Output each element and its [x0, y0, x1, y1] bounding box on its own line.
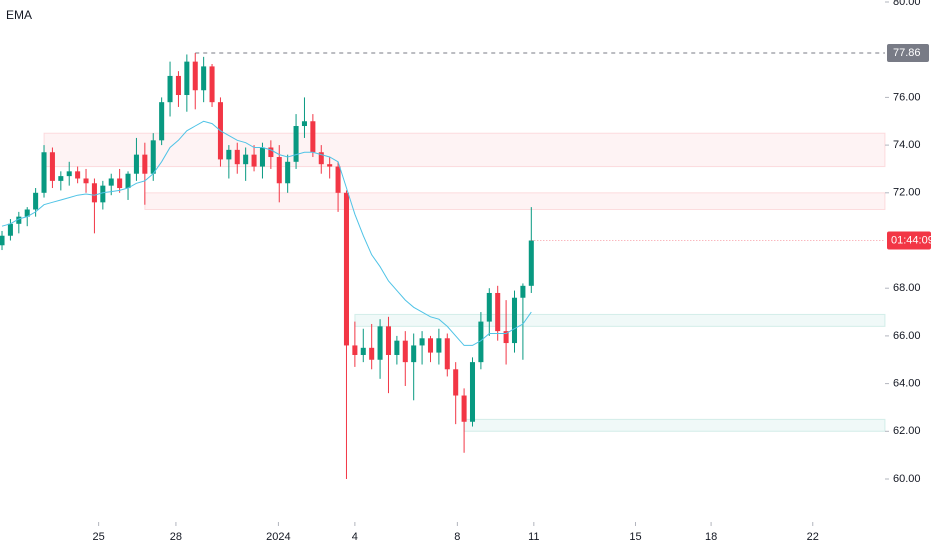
x-tick-label: 11 — [528, 531, 539, 543]
y-tick-label: 72.00 — [893, 187, 921, 199]
candle-body — [150, 140, 156, 174]
candle-body — [486, 292, 492, 322]
candle-body — [276, 157, 282, 184]
candle-body — [444, 338, 450, 370]
candle-body — [327, 164, 333, 167]
y-tick-label: 64.00 — [893, 378, 921, 390]
y-tick-label: 60.00 — [893, 473, 921, 485]
candle-body — [16, 216, 22, 224]
y-tick-label: 62.00 — [893, 425, 921, 437]
zone — [463, 418, 886, 432]
candle-body — [133, 154, 139, 174]
candle-body — [142, 154, 148, 174]
candle-body — [377, 326, 383, 360]
candle-body — [243, 154, 249, 165]
y-tick-label: 80.00 — [893, 0, 921, 8]
candle-body — [108, 178, 114, 186]
candle-body — [352, 345, 358, 355]
x-tick-label: 22 — [807, 531, 819, 543]
candle-body — [33, 192, 39, 210]
candle-body — [24, 209, 30, 217]
zone — [144, 192, 886, 210]
candle-body — [41, 152, 47, 193]
indicator-label: EMA — [6, 8, 32, 22]
candle-body — [259, 147, 265, 167]
candle-body — [461, 395, 467, 422]
candle-body — [427, 338, 434, 353]
candle-body — [360, 347, 366, 355]
zone — [354, 313, 886, 327]
candle-body — [394, 340, 400, 355]
candle-body — [453, 369, 459, 396]
countdown-box — [887, 231, 931, 250]
x-tick-label: 2024 — [266, 531, 290, 543]
candle-body — [167, 75, 173, 103]
y-tick-label: 68.00 — [893, 282, 921, 294]
candle-body — [175, 75, 181, 96]
x-tick-label: 8 — [454, 531, 460, 543]
candle-body — [528, 240, 534, 286]
candle-body — [75, 171, 81, 179]
candle-body — [495, 292, 501, 332]
candle-body — [402, 340, 408, 363]
candle-body — [49, 152, 55, 181]
candle-body — [511, 297, 518, 344]
candle-body — [234, 149, 240, 165]
y-tick-label: 74.00 — [893, 139, 921, 151]
candle-body — [66, 171, 72, 177]
candle-body — [369, 347, 375, 360]
x-tick-label: 18 — [705, 531, 717, 543]
candle-body — [58, 176, 64, 181]
candle-body — [335, 166, 341, 193]
y-tick-label: 76.00 — [893, 91, 921, 103]
candle-body — [293, 126, 299, 162]
candle-body — [469, 362, 476, 422]
candle-body — [125, 173, 131, 189]
candle-body — [192, 61, 198, 91]
candle-body — [310, 121, 316, 153]
candle-body — [184, 61, 190, 96]
high-label-box — [887, 44, 929, 63]
candle-body — [201, 66, 207, 91]
candle-body — [411, 345, 417, 363]
candle-body — [301, 121, 307, 127]
candle-body — [251, 154, 257, 167]
candle-body — [419, 338, 425, 346]
candle-body — [100, 185, 106, 203]
x-tick-label: 25 — [93, 531, 105, 543]
x-tick-label: 4 — [352, 531, 358, 543]
high-label: 77.86 — [893, 47, 921, 59]
candle-body — [478, 321, 484, 363]
candle-body — [343, 192, 349, 346]
candle-body — [7, 223, 13, 236]
candle-body — [209, 66, 215, 103]
candle-body — [0, 235, 5, 246]
candle-body — [318, 152, 324, 165]
y-tick-label: 66.00 — [893, 330, 921, 342]
x-tick-label: 15 — [629, 531, 641, 543]
candle-body — [159, 102, 165, 141]
candle-body — [268, 147, 274, 158]
candle-body — [520, 285, 526, 298]
candle-body — [117, 178, 123, 189]
ema-line — [1, 120, 532, 346]
zone — [43, 132, 886, 168]
candle-body — [91, 183, 97, 203]
candle-body — [226, 149, 232, 160]
candle-body — [503, 331, 509, 344]
candle-body — [436, 338, 442, 353]
candle-body — [83, 178, 89, 184]
candle-body — [285, 161, 291, 184]
x-tick-label: 28 — [170, 531, 182, 543]
countdown: 01:44:09 — [891, 234, 932, 246]
candle-body — [385, 326, 391, 355]
